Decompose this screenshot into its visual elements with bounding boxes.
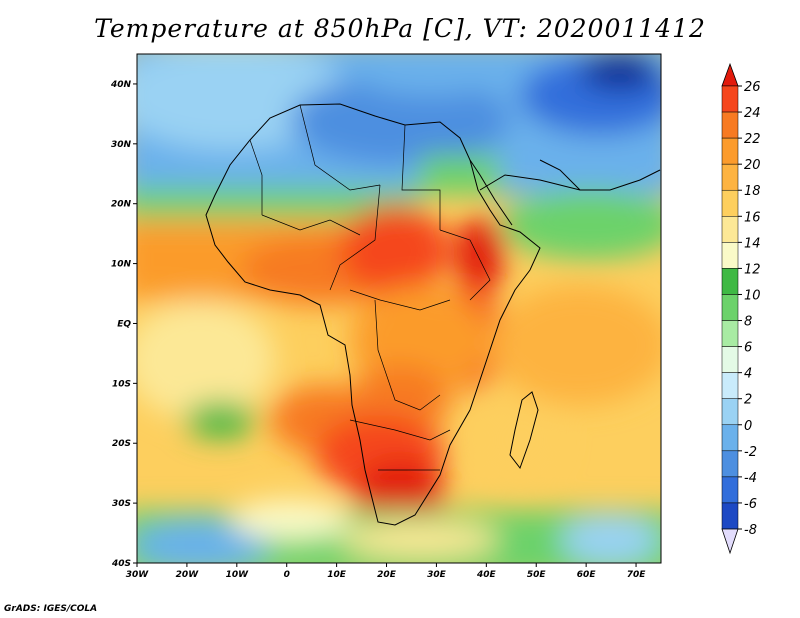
colorbar-segment bbox=[721, 372, 739, 399]
colorbar-label: -4 bbox=[744, 471, 757, 486]
colorbar-label: 0 bbox=[744, 419, 752, 434]
lat-tick-label: 30N bbox=[111, 140, 132, 150]
colorbar-segment bbox=[721, 111, 739, 139]
lat-tick-label: 10S bbox=[112, 379, 131, 389]
map-title: Temperature at 850hPa [C], VT: 202001141… bbox=[94, 14, 706, 43]
lon-tick-label: 30E bbox=[427, 570, 447, 580]
lat-tick-label: 40S bbox=[111, 559, 131, 569]
temperature-field bbox=[137, 54, 661, 563]
lat-tick-label: 40N bbox=[110, 80, 132, 90]
colorbar-segment bbox=[721, 137, 739, 165]
colorbar-segment bbox=[721, 450, 739, 478]
grads-credit: GrADS: IGES/COLA bbox=[4, 604, 98, 614]
colorbar-label: 24 bbox=[744, 106, 761, 121]
lon-tick-label: 20W bbox=[176, 570, 200, 580]
colorbar-segment bbox=[721, 424, 739, 452]
colorbar-segment bbox=[721, 268, 739, 295]
colorbar-label: 20 bbox=[744, 158, 761, 173]
lon-tick-label: 50E bbox=[527, 570, 547, 580]
lon-tick-label: 10W bbox=[226, 570, 250, 580]
colorbar-bottom-arrow bbox=[721, 528, 739, 555]
colorbar-segment bbox=[721, 189, 739, 217]
colorbar-segment bbox=[721, 320, 739, 347]
colorbar-label: 22 bbox=[744, 132, 761, 147]
lon-tick-label: 0 bbox=[284, 570, 290, 580]
colorbar-segment bbox=[721, 216, 739, 243]
colorbar-segment bbox=[721, 163, 739, 191]
lon-tick-label: 60E bbox=[577, 570, 597, 580]
country-borders bbox=[249, 104, 491, 471]
colorbar-segment bbox=[721, 476, 739, 504]
lon-tick-label: 20E bbox=[377, 570, 397, 580]
lon-tick-label: 30W bbox=[126, 570, 150, 580]
colorbar-segment bbox=[721, 502, 739, 530]
colorbar-label: 12 bbox=[744, 262, 761, 277]
lat-tick-label: 30S bbox=[112, 499, 131, 509]
lon-tick-label: 40E bbox=[476, 570, 497, 580]
longitude-axis: 30W 20W 10W 0 10E 20E 30E 40E 50E 60E 70E bbox=[126, 563, 646, 580]
colorbar-label: 16 bbox=[744, 210, 761, 225]
plot-frame bbox=[136, 53, 662, 564]
colorbar-segment bbox=[721, 398, 739, 426]
colorbar-label: 10 bbox=[744, 288, 761, 303]
colorbar-label: 8 bbox=[744, 315, 752, 330]
colorbar-label: 14 bbox=[744, 236, 761, 251]
lat-tick-label: EQ bbox=[117, 319, 131, 329]
coastlines bbox=[205, 103, 661, 526]
lat-tick-label: 20S bbox=[112, 439, 131, 449]
colorbar-top-arrow bbox=[721, 62, 739, 87]
colorbar-label: 6 bbox=[744, 341, 752, 356]
colorbar-label: 18 bbox=[744, 184, 761, 199]
latitude-axis: 40N 30N 20N 10N EQ 10S 20S 30S 40S bbox=[110, 80, 137, 569]
lat-tick-label: 10N bbox=[111, 260, 132, 270]
lon-tick-label: 10E bbox=[327, 570, 347, 580]
lat-tick-label: 20N bbox=[111, 200, 132, 210]
colorbar-label: 26 bbox=[744, 80, 761, 95]
lon-tick-label: 70E bbox=[627, 570, 647, 580]
colorbar-label: 4 bbox=[744, 367, 752, 382]
colorbar-segment bbox=[721, 242, 739, 269]
colorbar-segment bbox=[721, 294, 739, 321]
colorbar-label: -6 bbox=[744, 497, 757, 512]
colorbar-label: 2 bbox=[744, 393, 752, 408]
colorbar-label: -8 bbox=[744, 523, 757, 538]
colorbar-label: -2 bbox=[744, 445, 757, 460]
colorbar-segment bbox=[721, 346, 739, 373]
colorbar-segment bbox=[721, 85, 739, 113]
